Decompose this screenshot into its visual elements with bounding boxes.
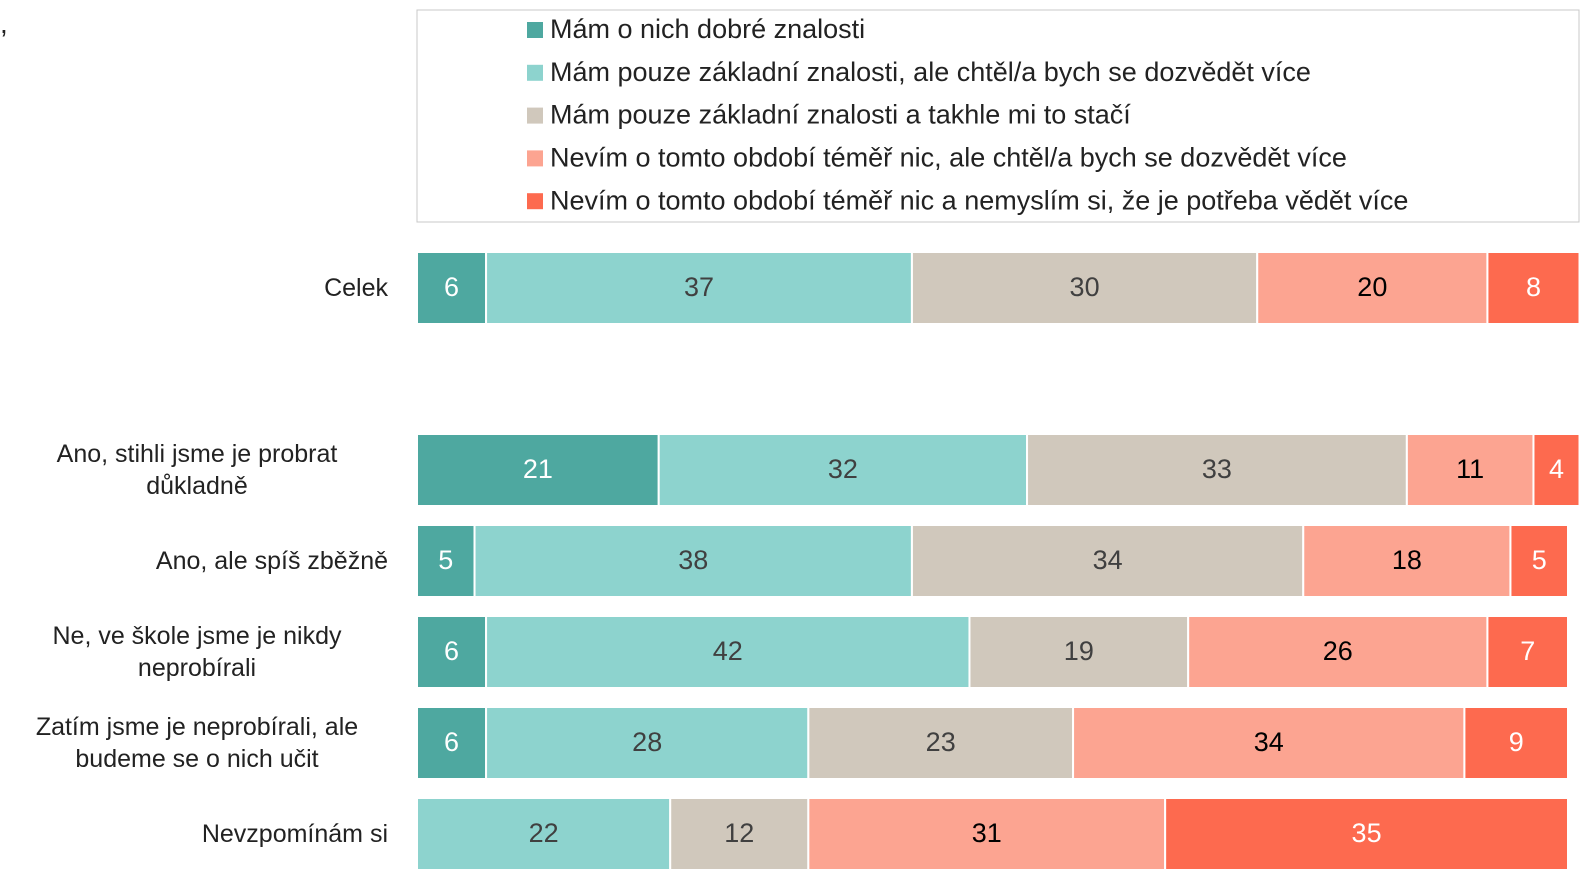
bar-segment — [1509, 524, 1569, 598]
bar-segment — [416, 524, 476, 598]
bar-segment — [416, 615, 488, 689]
bar-segment — [416, 251, 488, 325]
value-label: 33 — [1202, 454, 1232, 484]
bar-segment — [910, 524, 1305, 598]
legend-swatch — [527, 107, 543, 124]
value-label: 20 — [1357, 272, 1387, 302]
value-label: 26 — [1323, 636, 1353, 666]
value-label: 28 — [632, 727, 662, 757]
bar-segment — [1486, 615, 1570, 689]
bar-segment — [1164, 797, 1570, 871]
value-label: 32 — [828, 454, 858, 484]
value-label: 12 — [724, 818, 754, 848]
category-text: Celek — [324, 274, 388, 302]
bar-segment — [1486, 251, 1580, 325]
value-label: 6 — [444, 272, 459, 302]
value-label: 11 — [1456, 454, 1484, 484]
value-label: 6 — [444, 727, 459, 757]
value-label: 4 — [1549, 454, 1564, 484]
category-label: Ano, stihli jsme je probrat důkladně — [0, 425, 388, 516]
value-label: 6 — [444, 636, 459, 666]
bar-segment — [485, 706, 810, 780]
value-label: 34 — [1254, 727, 1284, 757]
category-label: Ne, ve škole jsme je nikdy neprobírali — [0, 607, 388, 698]
category-text: Ano, ale spíš zběžně — [155, 547, 388, 575]
bar-segment — [416, 797, 672, 871]
bar-segment — [1302, 524, 1512, 598]
bar-segment — [968, 615, 1190, 689]
bar-segment — [1026, 433, 1408, 507]
legend-label: Mám pouze základní znalosti, ale chtěl/a… — [550, 57, 1311, 87]
category-label: Celek — [0, 243, 388, 334]
value-label: 5 — [438, 545, 453, 575]
value-label: 38 — [678, 545, 708, 575]
value-label: 35 — [1352, 818, 1382, 848]
bar-segment — [669, 797, 810, 871]
legend-label: Mám o nich dobré znalosti — [550, 14, 865, 44]
bar-segment — [807, 797, 1167, 871]
value-label: 22 — [529, 818, 559, 848]
bar-segment — [416, 706, 488, 780]
legend-swatch — [527, 193, 543, 210]
category-label: Ano, ale spíš zběžně — [0, 516, 388, 607]
bar-segment — [1072, 706, 1466, 780]
bar-segment — [1187, 615, 1489, 689]
value-label: 42 — [713, 636, 743, 666]
corner-text: , — [0, 8, 8, 39]
category-text: Ne, ve škole jsme je nikdy neprobírali — [52, 622, 342, 682]
legend-swatch — [527, 150, 543, 167]
legend-box — [416, 9, 1580, 223]
value-label: 19 — [1064, 636, 1094, 666]
value-label: 34 — [1093, 545, 1123, 575]
bar-segment — [473, 524, 913, 598]
value-label: 30 — [1070, 272, 1100, 302]
value-label: 7 — [1520, 636, 1535, 666]
value-label: 37 — [684, 272, 714, 302]
category-text: Zatím jsme je neprobírali, ale budeme se… — [35, 713, 359, 773]
legend-label: Nevím o tomto období téměř nic a nemyslí… — [550, 185, 1408, 215]
legend-swatch — [527, 22, 543, 38]
category-label: Nevzpomínám si — [0, 789, 388, 872]
bar-segment — [416, 433, 660, 507]
value-label: 8 — [1526, 272, 1541, 302]
value-label: 21 — [523, 454, 553, 484]
category-text: Nevzpomínám si — [201, 820, 388, 848]
value-label: 9 — [1509, 727, 1524, 757]
legend-label: Mám pouze základní znalosti a takhle mi … — [550, 100, 1131, 130]
value-label: 23 — [926, 727, 956, 757]
legend-swatch — [527, 64, 543, 81]
category-text: Ano, stihli jsme je probrat důkladně — [56, 440, 338, 500]
legend-label: Nevím o tomto období téměř nic, ale chtě… — [550, 143, 1347, 173]
value-label: 31 — [972, 818, 1002, 848]
bar-segment — [1463, 706, 1570, 780]
category-label: Zatím jsme je neprobírali, ale budeme se… — [0, 698, 388, 789]
value-label: 18 — [1392, 545, 1422, 575]
value-label: 5 — [1532, 545, 1547, 575]
bar-segment — [485, 251, 913, 325]
bar-segment — [657, 433, 1029, 507]
